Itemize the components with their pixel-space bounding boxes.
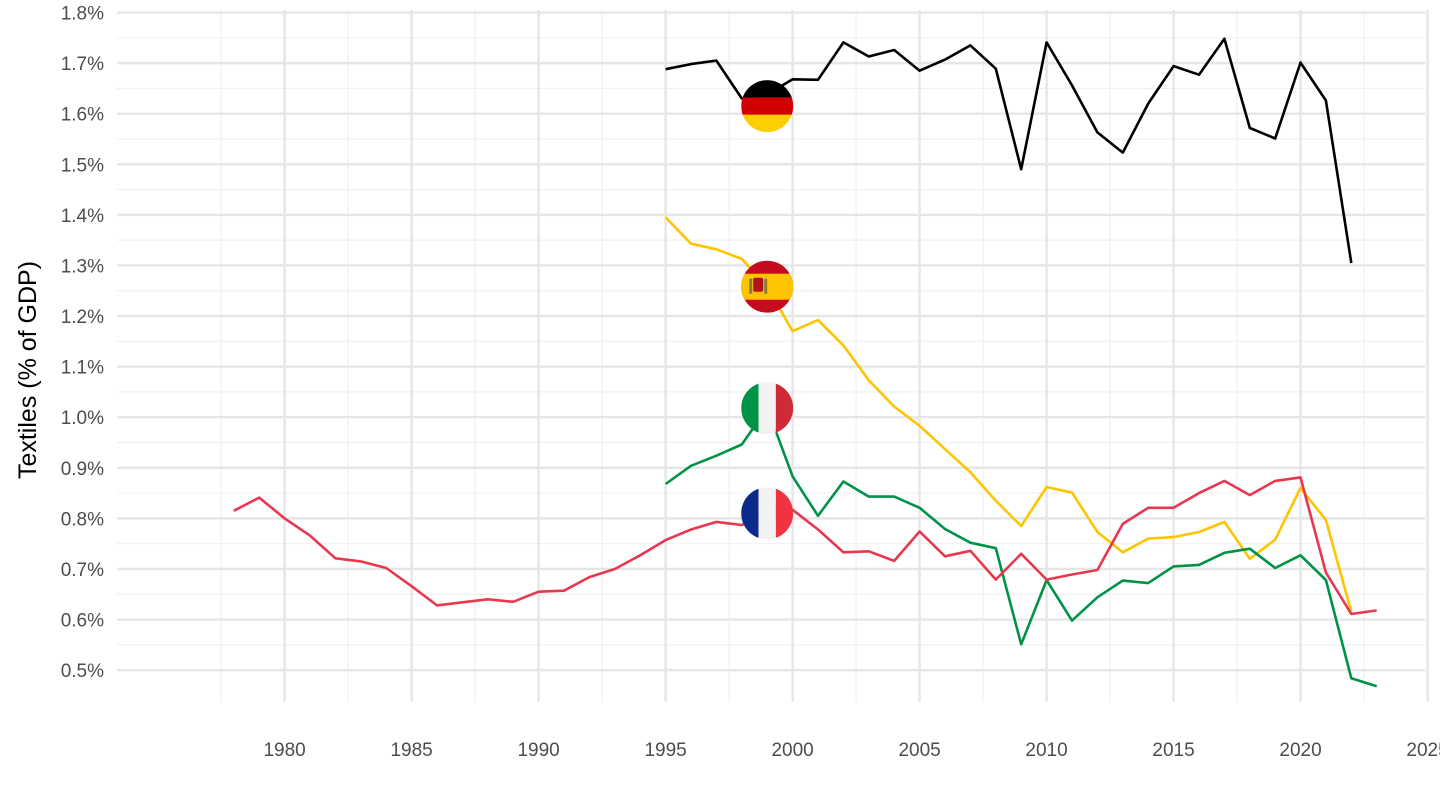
x-tick-label: 2000 — [771, 740, 813, 761]
flag-stripes — [741, 487, 794, 540]
x-tick-label: 2020 — [1279, 740, 1321, 761]
y-axis-title: Textiles (% of GDP) — [14, 261, 42, 479]
y-tick-label: 1.6% — [61, 105, 104, 126]
flag-stripe-blue — [741, 487, 759, 540]
x-tick-label: 2025 — [1406, 740, 1440, 761]
flag-emblem-pillar — [749, 278, 753, 294]
germany-flag-icon — [741, 80, 794, 133]
flag-stripe-red — [775, 382, 794, 435]
flag-stripe-red — [741, 97, 794, 115]
series-line-4 — [233, 476, 1377, 616]
x-tick-label: 1990 — [517, 740, 559, 761]
x-tick-label: 1985 — [390, 740, 432, 761]
y-tick-label: 1.8% — [61, 4, 104, 25]
flag-stripe-gold — [741, 114, 794, 133]
y-tick-label: 1.3% — [61, 256, 104, 277]
flag-stripe-white — [758, 382, 776, 435]
x-tick-label: 2005 — [898, 740, 940, 761]
flag-stripe-black — [741, 80, 794, 98]
x-tick-label: 1995 — [644, 740, 686, 761]
series-line-3 — [664, 406, 1378, 688]
flag-stripe-green — [741, 382, 759, 435]
x-tick-label: 2010 — [1025, 740, 1067, 761]
y-tick-label: 1.2% — [61, 307, 104, 328]
flag-emblem-shield — [753, 277, 764, 292]
flag-stripe-red — [775, 487, 794, 540]
flag-stripes — [741, 80, 794, 133]
x-tick-label: 2015 — [1152, 740, 1194, 761]
flag-stripes — [741, 260, 794, 313]
country-flags — [741, 80, 794, 540]
x-axis-tick-labels: 1980 1985 1990 1995 2000 2005 2010 2015 2020 2025 — [263, 740, 1440, 761]
y-tick-label: 1.0% — [61, 408, 104, 429]
y-tick-label: 0.8% — [61, 509, 104, 530]
y-tick-label: 0.5% — [61, 661, 104, 682]
flag-emblem-pillar — [764, 278, 768, 294]
flag-stripes — [741, 382, 794, 435]
flag-stripe-white — [758, 487, 776, 540]
y-tick-label: 1.5% — [61, 155, 104, 176]
y-tick-label: 1.4% — [61, 206, 104, 227]
x-tick-label: 1980 — [263, 740, 305, 761]
grid-lines — [117, 10, 1429, 702]
y-axis-tick-labels: 0.5% 0.6% 0.7% 0.8% 0.9% 1.0% 1.1% 1.2% 1.3% 1.4%… — [61, 4, 104, 683]
y-tick-label: 1.7% — [61, 54, 104, 75]
spain-flag-icon — [741, 260, 794, 313]
italy-flag-icon — [741, 382, 794, 435]
y-tick-label: 0.7% — [61, 560, 104, 581]
series-line-1 — [665, 37, 1353, 264]
france-flag-icon — [741, 487, 794, 540]
y-tick-label: 0.6% — [61, 611, 104, 632]
series-lines — [233, 37, 1378, 688]
y-tick-label: 0.9% — [61, 459, 104, 480]
y-tick-label: 1.1% — [61, 358, 104, 379]
